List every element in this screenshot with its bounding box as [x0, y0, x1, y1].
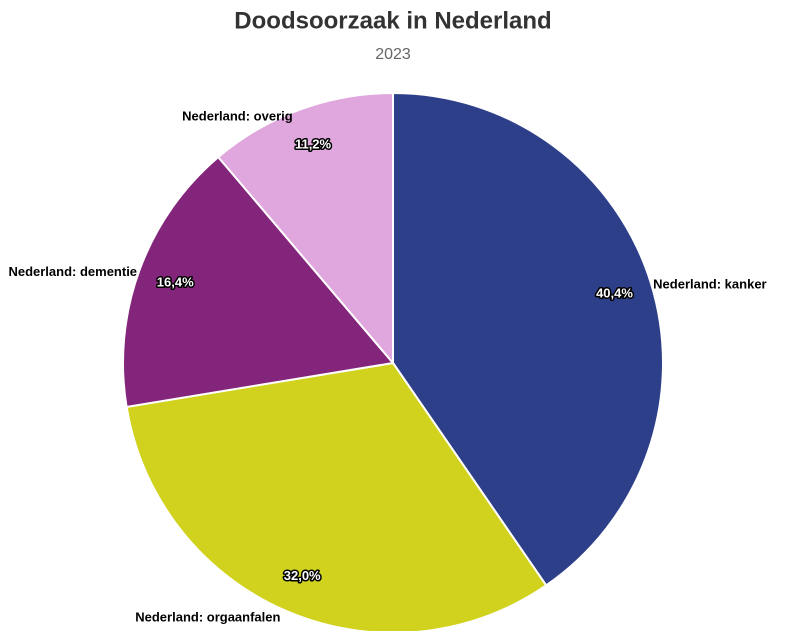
category-label: Nederland: overig — [182, 108, 293, 123]
pie-slice — [125, 361, 548, 631]
chart-subtitle: 2023 — [375, 46, 411, 63]
value-label: 40,4% — [596, 286, 633, 301]
category-label: Nederland: dementie — [8, 264, 137, 279]
category-label: Nederland: kanker — [653, 277, 766, 292]
pie-slice — [122, 155, 395, 409]
pie-slice — [392, 91, 664, 587]
value-label: 32,0% — [284, 568, 321, 583]
chart-title: Doodsoorzaak in Nederland — [234, 7, 551, 34]
category-label: Nederland: orgaanfalen — [135, 610, 280, 625]
value-label: 11,2% — [295, 137, 332, 152]
pie-slice — [216, 91, 394, 366]
value-label: 16,4% — [157, 274, 194, 289]
